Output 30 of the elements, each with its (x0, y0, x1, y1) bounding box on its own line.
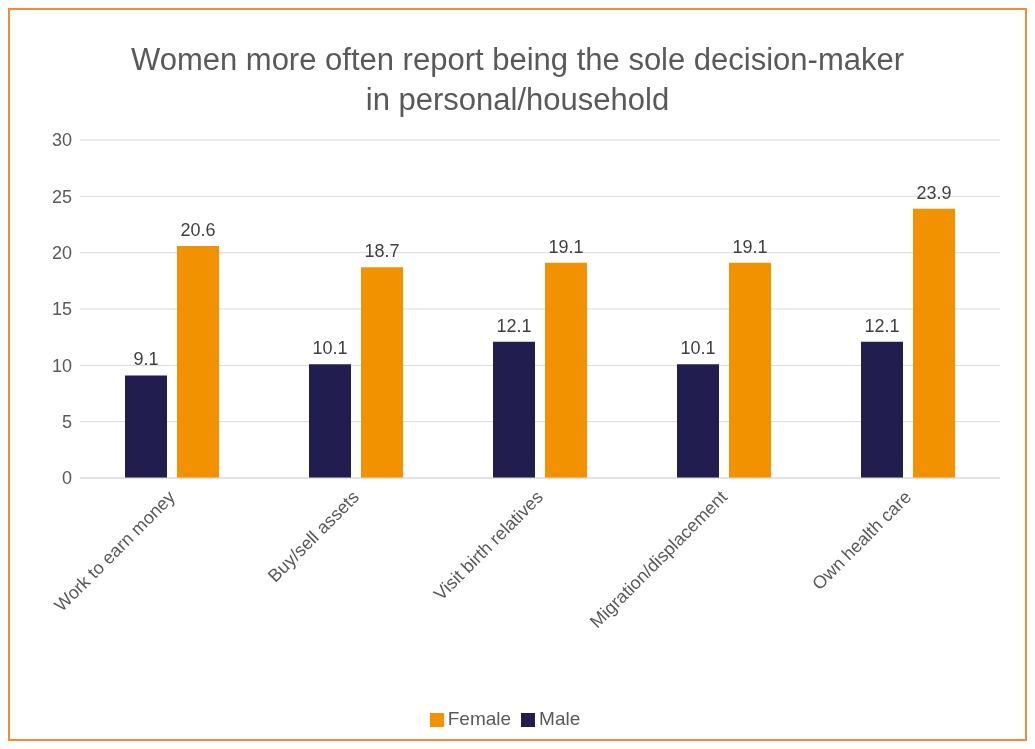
legend-label: Male (539, 708, 581, 729)
bar (677, 364, 719, 478)
bar (125, 375, 167, 478)
bar (913, 208, 955, 478)
data-label: 19.1 (548, 236, 584, 257)
bar (361, 267, 403, 478)
y-tick-label: 10 (51, 355, 72, 376)
bar (309, 364, 351, 478)
y-tick-label: 5 (61, 412, 72, 433)
y-tick-label: 30 (51, 130, 72, 151)
data-label: 10.1 (312, 338, 348, 359)
bar (861, 341, 903, 478)
data-label: 19.1 (732, 236, 768, 257)
data-label: 12.1 (864, 315, 900, 336)
bar (177, 245, 219, 478)
data-label: 12.1 (496, 315, 532, 336)
chart-title: Women more often report being the sole decision-maker in personal/household (129, 41, 906, 119)
data-label: 20.6 (180, 219, 216, 240)
y-tick-label: 25 (51, 186, 72, 207)
y-tick-label: 0 (61, 468, 72, 489)
data-label: 18.7 (364, 241, 400, 262)
data-label: 23.9 (916, 182, 952, 203)
bar (545, 262, 587, 478)
data-label: 9.1 (133, 349, 159, 370)
y-tick-label: 20 (51, 243, 72, 264)
data-label: 10.1 (680, 338, 716, 359)
bar (729, 262, 771, 478)
legend-label: Female (447, 708, 512, 729)
y-tick-label: 15 (51, 299, 72, 320)
bar (493, 341, 535, 478)
